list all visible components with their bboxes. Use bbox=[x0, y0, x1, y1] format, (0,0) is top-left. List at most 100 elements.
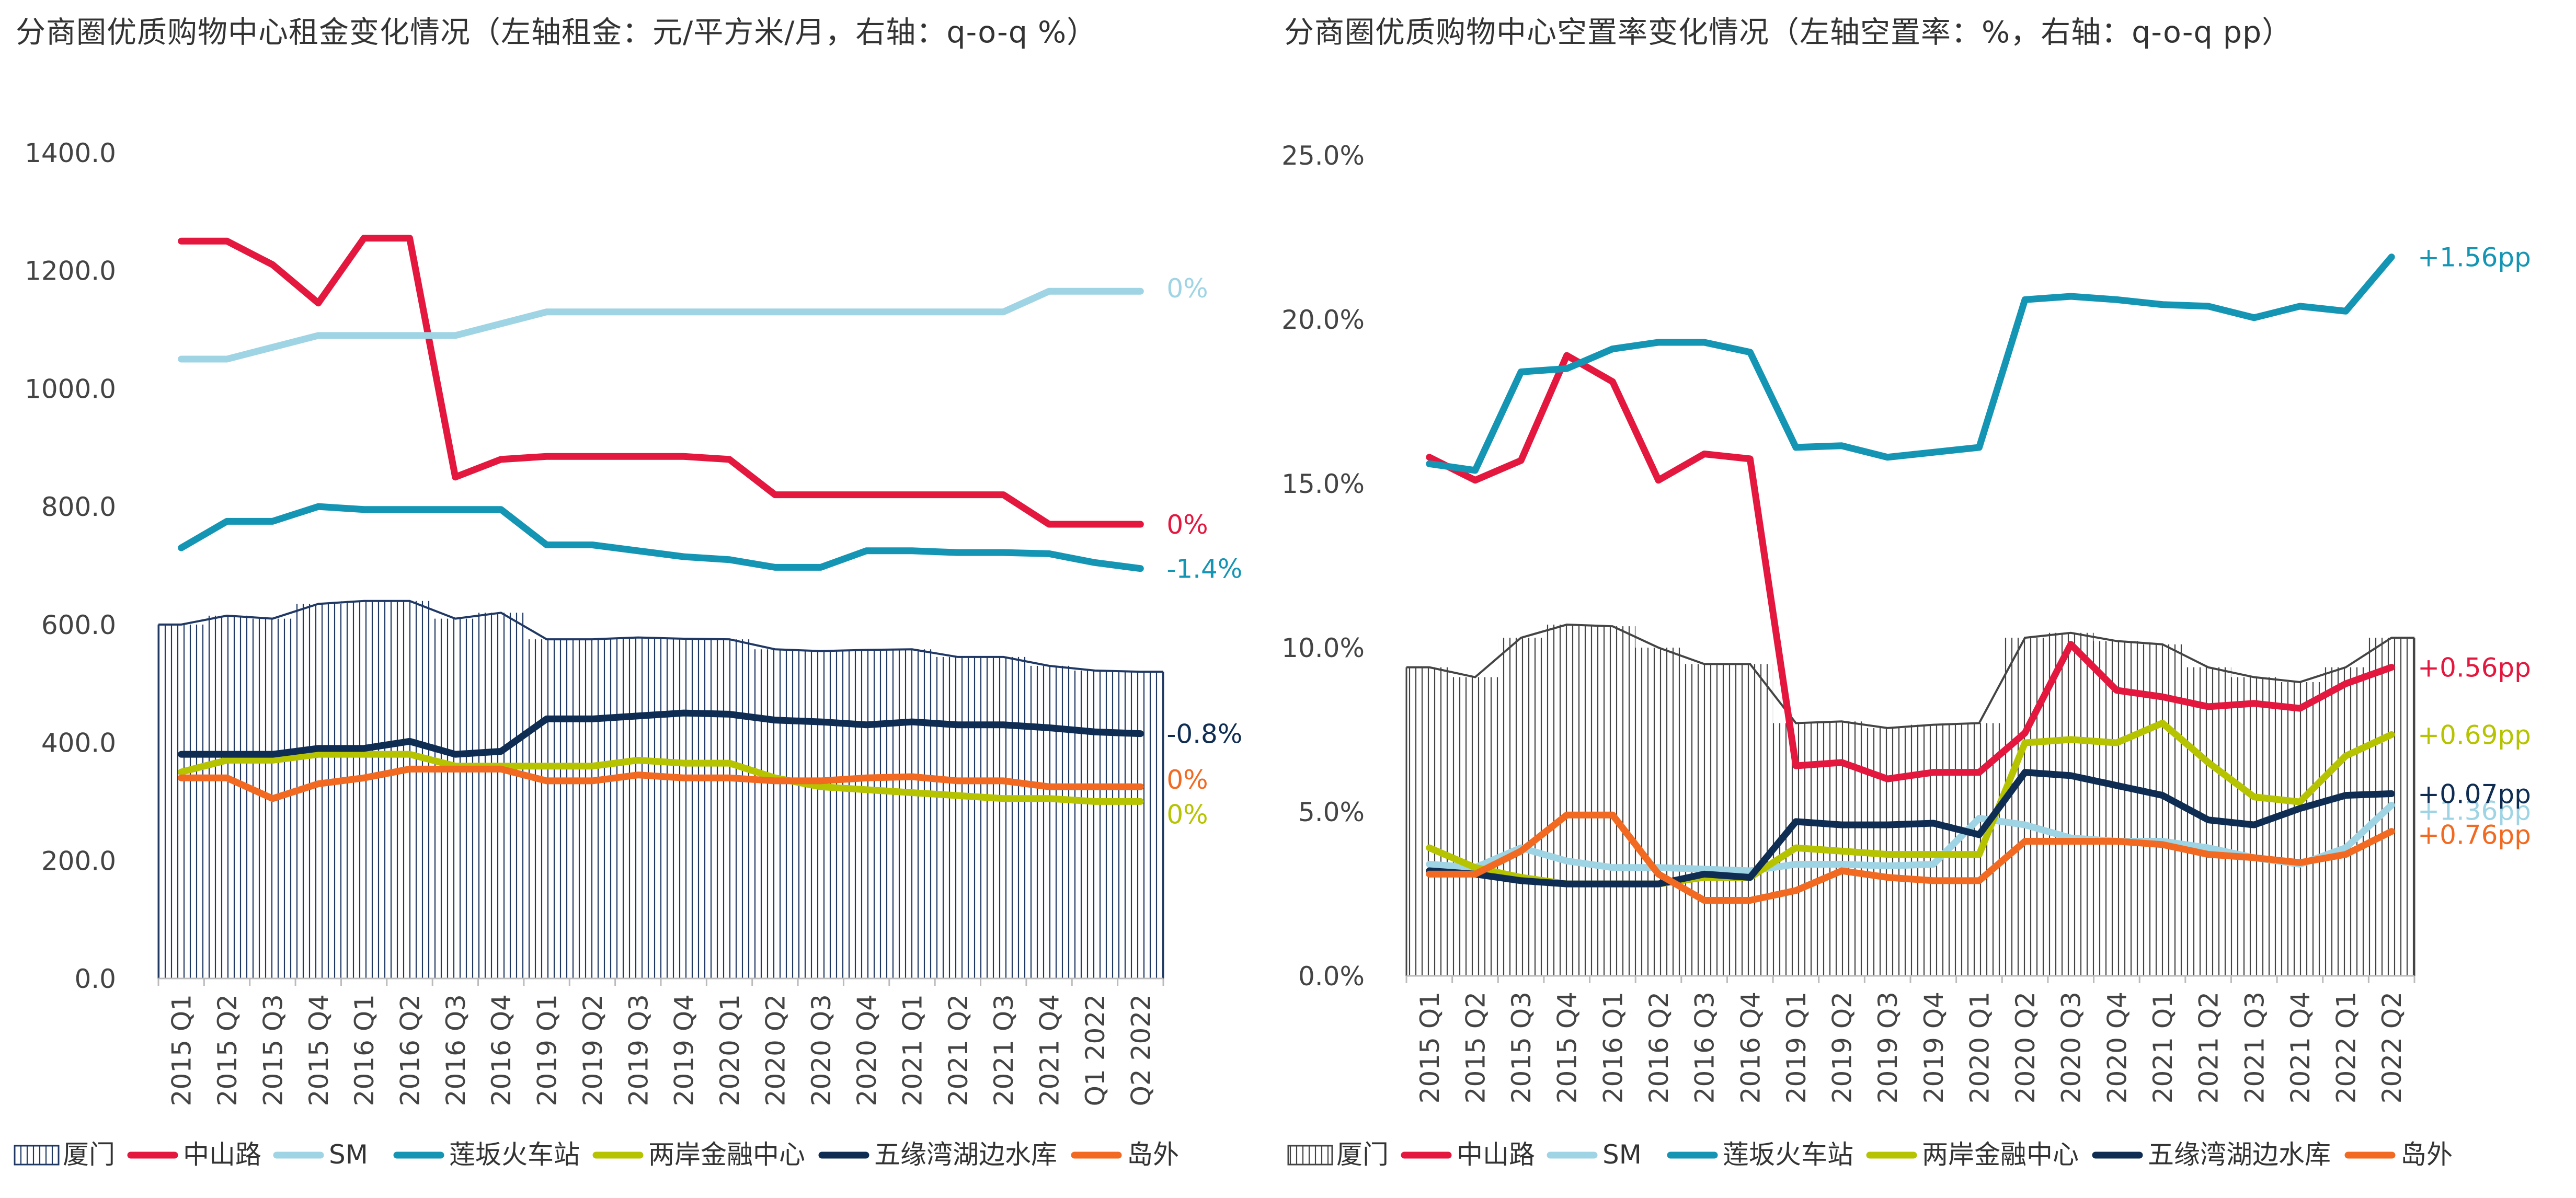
legend-label: 两岸金融中心 bbox=[648, 1139, 805, 1170]
x-tick-label: 2019 Q2 bbox=[578, 994, 608, 1106]
legend-label: 岛外 bbox=[2400, 1139, 2453, 1170]
x-tick-label: 2021 Q3 bbox=[2239, 992, 2270, 1103]
end-label: +1.36pp bbox=[2418, 796, 2531, 826]
legend-label: 五缘湾湖边水库 bbox=[874, 1139, 1057, 1170]
y-tick-label: 1000.0 bbox=[25, 374, 116, 404]
y-tick-label: 25.0% bbox=[1281, 141, 1365, 171]
x-tick-label: 2020 Q1 bbox=[1964, 992, 1995, 1103]
x-tick-label: 2020 Q4 bbox=[2102, 992, 2132, 1103]
series-area-top bbox=[1406, 624, 2414, 729]
end-label: -1.4% bbox=[1166, 554, 1242, 584]
x-tick-label: 2019 Q3 bbox=[623, 994, 654, 1106]
x-tick-label: 2019 Q1 bbox=[532, 994, 563, 1106]
legend-label: SM bbox=[329, 1139, 368, 1170]
y-tick-label: 15.0% bbox=[1281, 469, 1365, 499]
x-tick-label: 2015 Q3 bbox=[1506, 992, 1537, 1103]
rent-chart-panel: 分商圈优质购物中心租金变化情况（左轴租金：元/平方米/月，右轴：q-o-q %）… bbox=[0, 0, 1276, 1198]
legend-swatch-area bbox=[1287, 1145, 1333, 1166]
end-label: -0.8% bbox=[1166, 719, 1242, 750]
y-tick-label: 20.0% bbox=[1281, 305, 1365, 335]
series-area-xiamen bbox=[1406, 625, 2414, 976]
x-tick-label: 2020 Q2 bbox=[2010, 992, 2041, 1103]
x-tick-label: 2016 Q3 bbox=[1690, 992, 1720, 1103]
end-label: 0% bbox=[1166, 510, 1208, 540]
x-tick-label: 2016 Q3 bbox=[441, 994, 471, 1106]
series-line bbox=[178, 287, 1144, 363]
x-tick-label: 2021 Q4 bbox=[2285, 992, 2316, 1103]
series-line bbox=[1426, 352, 2395, 782]
legend-label: 莲坂火车站 bbox=[449, 1139, 580, 1170]
x-tick-label: 2015 Q3 bbox=[258, 994, 288, 1106]
x-tick-label: 2019 Q1 bbox=[1781, 992, 1812, 1103]
x-tick-label: 2015 Q2 bbox=[1460, 992, 1491, 1103]
x-tick-label: 2015 Q4 bbox=[304, 994, 334, 1106]
legend-label: 岛外 bbox=[1127, 1139, 1179, 1170]
legend-label: 两岸金融中心 bbox=[1922, 1139, 2079, 1170]
x-tick-label: 2021 Q4 bbox=[1035, 994, 1065, 1106]
series-line bbox=[178, 235, 1144, 528]
x-tick-label: Q1 2022 bbox=[1080, 994, 1110, 1106]
end-label: +0.76pp bbox=[2418, 820, 2531, 850]
end-label: +0.56pp bbox=[2418, 653, 2531, 683]
legend-label: SM bbox=[1602, 1139, 1642, 1170]
series-line bbox=[178, 503, 1144, 572]
x-tick-label: 2019 Q4 bbox=[669, 994, 700, 1106]
legend-label: 厦门 bbox=[63, 1139, 115, 1170]
x-tick-label: 2021 Q3 bbox=[989, 994, 1019, 1106]
y-tick-label: 0.0% bbox=[1298, 961, 1365, 992]
x-tick-label: Q2 2022 bbox=[1126, 994, 1156, 1106]
end-label: 0% bbox=[1166, 273, 1208, 304]
rent-chart: 0.0 200.0 400.0 600.0 800.0 1000.0 1200.0 1400.… bbox=[14, 138, 1242, 1170]
series-line bbox=[178, 765, 1144, 802]
y-tick-label: 0.0 bbox=[74, 964, 116, 994]
end-label: +0.69pp bbox=[2418, 720, 2531, 750]
y-tick-label: 10.0% bbox=[1281, 633, 1365, 663]
legend-label: 莲坂火车站 bbox=[1723, 1139, 1853, 1170]
x-tick-label: 2022 Q1 bbox=[2331, 992, 2362, 1103]
x-tick-label: 2020 Q4 bbox=[852, 994, 882, 1106]
x-tick-label: 2016 Q4 bbox=[1735, 992, 1766, 1103]
x-tick-label: 2019 Q3 bbox=[1873, 992, 1903, 1103]
x-tick-label: 2020 Q2 bbox=[760, 994, 791, 1106]
series-line bbox=[1426, 811, 2395, 904]
x-tick-label: 2022 Q2 bbox=[2377, 992, 2407, 1103]
x-tick-label: 2021 Q2 bbox=[943, 994, 974, 1106]
x-tick-label: 2015 Q4 bbox=[1552, 992, 1583, 1103]
x-tick-label: 2020 Q1 bbox=[715, 994, 745, 1106]
rent-chart-title: 分商圈优质购物中心租金变化情况（左轴租金：元/平方米/月，右轴：q-o-q %） bbox=[16, 15, 1097, 50]
y-tick-label: 5.0% bbox=[1298, 797, 1365, 827]
x-tick-label: 2021 Q1 bbox=[898, 994, 928, 1106]
x-tick-label: 2016 Q4 bbox=[486, 994, 517, 1106]
x-tick-label: 2020 Q3 bbox=[2056, 992, 2087, 1103]
x-tick-label: 2020 Q3 bbox=[806, 994, 837, 1106]
x-tick-label: 2016 Q2 bbox=[1644, 992, 1674, 1103]
series-line bbox=[1426, 769, 2395, 888]
series-line bbox=[1426, 254, 2395, 474]
y-tick-label: 600.0 bbox=[41, 610, 116, 640]
x-tick-label: 2016 Q1 bbox=[1598, 992, 1628, 1103]
y-tick-label: 800.0 bbox=[41, 492, 116, 522]
x-tick-label: 2015 Q2 bbox=[212, 994, 243, 1106]
x-tick-label: 2019 Q2 bbox=[1827, 992, 1858, 1103]
legend-label: 中山路 bbox=[1457, 1139, 1535, 1170]
end-label: +0.07pp bbox=[2418, 779, 2531, 809]
x-tick-label: 2019 Q4 bbox=[1919, 992, 1949, 1103]
vacancy-chart-title: 分商圈优质购物中心空置率变化情况（左轴空置率：%，右轴：q-o-q pp） bbox=[1284, 15, 2293, 50]
legend-label: 中山路 bbox=[183, 1139, 261, 1170]
vacancy-chart: 0.0% 5.0% 10.0% 15.0% 20.0% 25.0% +0.56pp +1.36… bbox=[1281, 141, 2531, 1170]
y-tick-label: 400.0 bbox=[41, 728, 116, 758]
x-tick-label: 2021 Q1 bbox=[2148, 992, 2178, 1103]
x-tick-label: 2015 Q1 bbox=[167, 994, 197, 1106]
series-area-xiamen bbox=[158, 601, 1163, 978]
x-tick-label: 2016 Q1 bbox=[349, 994, 380, 1106]
y-tick-label: 200.0 bbox=[41, 846, 116, 876]
series-line bbox=[178, 751, 1144, 805]
y-tick-label: 1400.0 bbox=[25, 138, 116, 168]
legend-label: 厦门 bbox=[1336, 1139, 1389, 1170]
vacancy-chart-panel: 分商圈优质购物中心空置率变化情况（左轴空置率：%，右轴：q-o-q pp） 0.… bbox=[1276, 0, 2551, 1198]
x-tick-label: 2015 Q1 bbox=[1415, 992, 1445, 1103]
end-label: +1.56pp bbox=[2418, 243, 2531, 273]
end-label: 0% bbox=[1166, 765, 1208, 795]
end-label: 0% bbox=[1166, 799, 1208, 830]
series-line bbox=[178, 709, 1144, 758]
